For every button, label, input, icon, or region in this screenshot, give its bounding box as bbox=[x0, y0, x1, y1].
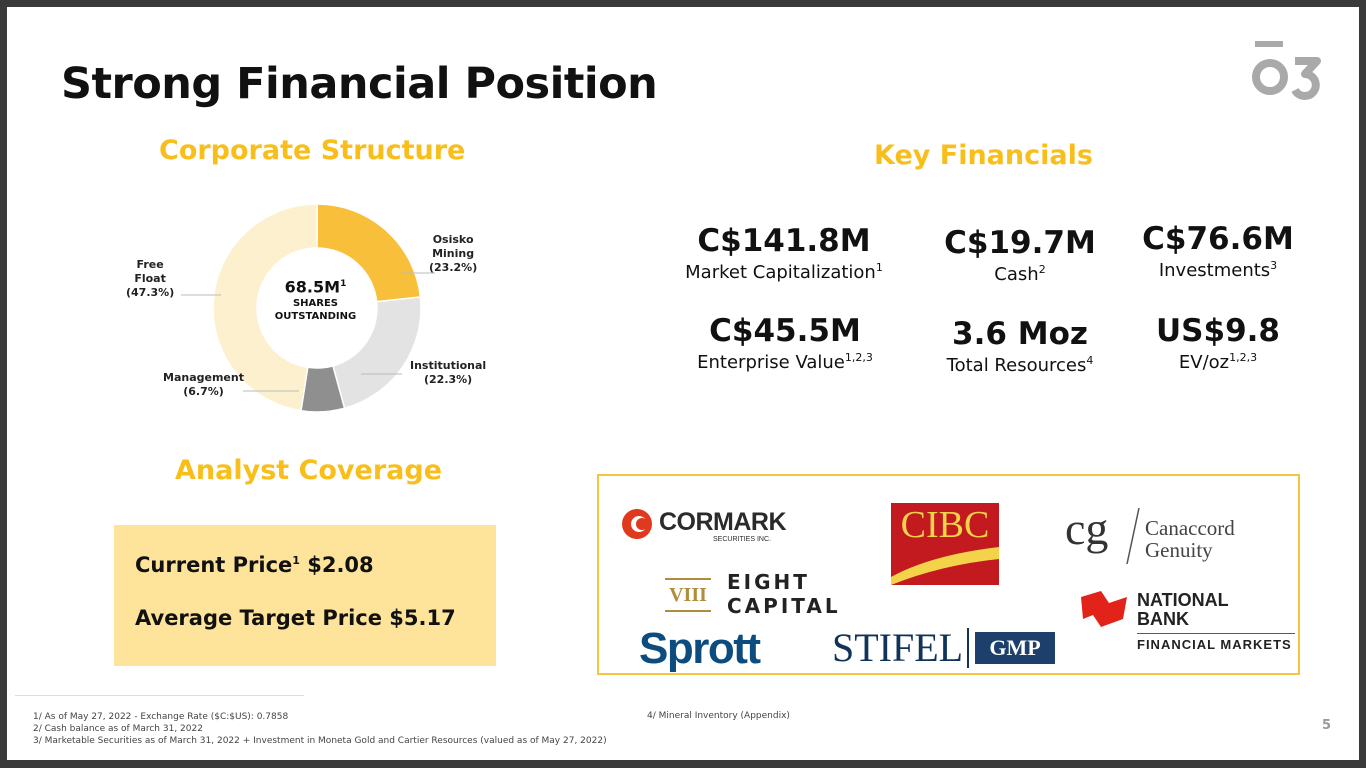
slide: Strong Financial Position Corporate Stru… bbox=[7, 7, 1359, 760]
shares-donut-chart bbox=[212, 203, 422, 413]
metric-enterprise-value: C$45.5M Enterprise Value1,2,3 bbox=[697, 313, 873, 373]
page-number: 5 bbox=[1321, 718, 1331, 733]
footnote-4: 4/ Mineral Inventory (Appendix) bbox=[647, 711, 790, 721]
corporate-structure-heading: Corporate Structure bbox=[159, 135, 466, 166]
analyst-coverage-box: Current Price1 $2.08 Average Target Pric… bbox=[114, 525, 496, 666]
osisko-mining-label: Osisko Mining (23.2%) bbox=[429, 233, 478, 274]
page-title: Strong Financial Position bbox=[61, 59, 658, 109]
shares-label-line2: OUTSTANDING bbox=[274, 311, 357, 323]
analyst-coverage-heading: Analyst Coverage bbox=[175, 455, 443, 486]
metric-ev-oz: US$9.8 EV/oz1,2,3 bbox=[1156, 313, 1280, 373]
institutional-label: Institutional (22.3%) bbox=[410, 359, 487, 386]
footnotes: 1/ As of May 27, 2022 - Exchange Rate ($… bbox=[33, 712, 607, 746]
metric-investments: C$76.6M Investments3 bbox=[1142, 221, 1294, 281]
metric-cash: C$19.7M Cash2 bbox=[944, 225, 1096, 285]
management-label: Management (6.7%) bbox=[163, 371, 244, 398]
metric-total-resources: 3.6 Moz Total Resources4 bbox=[946, 316, 1094, 376]
metric-market-cap: C$141.8M Market Capitalization1 bbox=[685, 223, 883, 283]
shares-outstanding-center: 68.5M1 SHARES OUTSTANDING bbox=[263, 274, 368, 323]
current-price-row: Current Price1 $2.08 bbox=[135, 553, 374, 577]
free-float-label: Free Float (47.3%) bbox=[126, 258, 175, 299]
national-bank-icon bbox=[1081, 591, 1127, 627]
cibc-logo: CIBC bbox=[891, 503, 999, 585]
shares-outstanding-value: 68.5M bbox=[284, 277, 341, 297]
average-target-row: Average Target Price $5.17 bbox=[135, 606, 456, 630]
key-financials-heading: Key Financials bbox=[874, 140, 1093, 171]
donut-slice-free-float bbox=[212, 203, 318, 412]
shares-label-line1: SHARES bbox=[292, 298, 339, 310]
shares-outstanding-sup: 1 bbox=[340, 279, 347, 289]
cormark-icon bbox=[622, 509, 652, 539]
sprott-logo: Sprott bbox=[639, 624, 761, 673]
broker-logos-box: CORMARK SECURITIES INC. CIBC cg Canaccor… bbox=[597, 474, 1300, 675]
footer-divider bbox=[15, 695, 304, 696]
o3-logo bbox=[1252, 41, 1321, 100]
